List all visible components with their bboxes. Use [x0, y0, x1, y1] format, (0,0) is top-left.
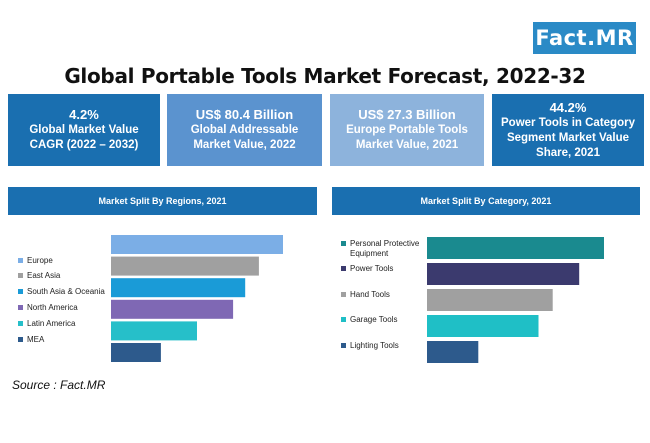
- stat-value: 4.2%: [69, 107, 99, 122]
- legend-swatch: [18, 337, 23, 342]
- category-bar-lighting-tools: [427, 341, 479, 363]
- legend-item-south-asia-oceania: South Asia & Oceania: [18, 287, 105, 297]
- legend-swatch: [18, 321, 23, 326]
- stat-description: Power Tools in Category Segment Market V…: [501, 116, 635, 159]
- regions-header-divider: [8, 214, 317, 215]
- category-chart-title: Market Split By Category, 2021: [332, 187, 640, 214]
- logo-text: Fact.MR: [535, 26, 634, 50]
- stat-box-cagr: 4.2% Global Market Value CAGR (2022 – 20…: [8, 94, 160, 166]
- legend-item-garage-tools: Garage Tools: [341, 315, 397, 325]
- stat-value: US$ 80.4 Billion: [195, 107, 294, 122]
- legend-item-europe: Europe: [18, 256, 53, 266]
- category-bar-power-tools: [427, 263, 580, 285]
- region-bar-mea: [111, 343, 161, 362]
- legend-swatch: [341, 292, 346, 297]
- stat-value: US$ 27.3 Billion: [358, 107, 456, 122]
- legend-label: Latin America: [27, 319, 76, 328]
- legend-label: Power Tools: [350, 264, 394, 273]
- legend-item-latin-america: Latin America: [18, 319, 75, 329]
- region-bar-south-asia-oceania: [111, 278, 246, 298]
- legend-label: Garage Tools: [350, 315, 398, 324]
- stat-description: Europe Portable Tools Market Value, 2021: [346, 124, 468, 151]
- source-note: Source : Fact.MR: [12, 378, 106, 392]
- legend-item-mea: MEA: [18, 335, 44, 345]
- brand-logo: Fact.MR: [533, 22, 636, 54]
- category-header-divider: [332, 214, 640, 215]
- legend-swatch: [341, 241, 346, 246]
- stat-value: 44.2%: [549, 99, 587, 115]
- region-bar-latin-america: [111, 321, 197, 341]
- region-bar-europe: [111, 235, 283, 254]
- category-bar-garage-tools: [427, 315, 539, 337]
- legend-item-north-america: North America: [18, 303, 78, 313]
- legend-label: North America: [27, 303, 78, 312]
- legend-swatch: [341, 343, 346, 348]
- region-bar-north-america: [111, 299, 234, 319]
- legend-swatch: [18, 289, 23, 294]
- legend-label: MEA: [27, 335, 45, 344]
- legend-label: East Asia: [27, 271, 61, 280]
- legend-item-hand-tools: Hand Tools: [341, 290, 390, 300]
- legend-label: Europe: [27, 256, 53, 265]
- category-bar-personal-protective-equipment: [427, 237, 604, 259]
- legend-item-power-tools: Power Tools: [341, 264, 393, 274]
- stat-box-europe-value: US$ 27.3 Billion Europe Portable Tools M…: [330, 94, 484, 166]
- category-bar-hand-tools: [427, 289, 553, 311]
- stat-box-market-value: US$ 80.4 Billion Global Addressable Mark…: [167, 94, 322, 166]
- legend-label: South Asia & Oceania: [27, 287, 105, 296]
- page-title: Global Portable Tools Market Forecast, 2…: [64, 64, 586, 88]
- region-bar-east-asia: [111, 256, 259, 276]
- stat-description: Global Market Value CAGR (2022 – 2032): [29, 124, 139, 151]
- legend-swatch: [341, 317, 346, 322]
- legend-swatch: [18, 258, 23, 263]
- legend-label: Personal Protective Equipment: [350, 239, 420, 258]
- legend-swatch: [341, 266, 346, 271]
- regions-chart-title: Market Split By Regions, 2021: [8, 187, 317, 214]
- legend-item-ppe: Personal Protective Equipment: [341, 239, 421, 259]
- legend-item-lighting-tools: Lighting Tools: [341, 341, 399, 351]
- legend-item-east-asia: East Asia: [18, 271, 60, 281]
- stat-box-power-tools-share: 44.2% Power Tools in Category Segment Ma…: [492, 94, 644, 166]
- legend-label: Hand Tools: [350, 290, 390, 299]
- legend-swatch: [18, 273, 23, 278]
- legend-label: Lighting Tools: [350, 341, 399, 350]
- stat-description: Global Addressable Market Value, 2022: [190, 124, 299, 151]
- legend-swatch: [18, 305, 23, 310]
